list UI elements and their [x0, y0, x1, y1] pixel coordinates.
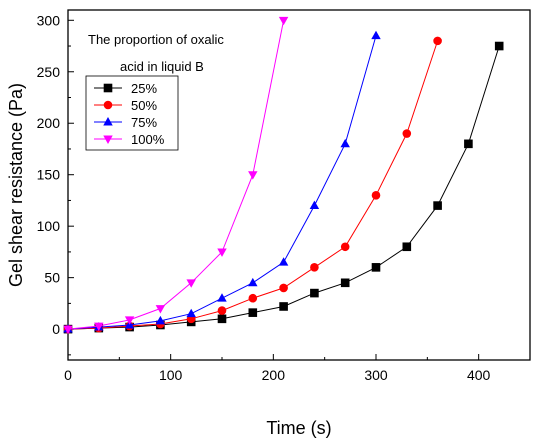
legend-marker — [103, 135, 113, 144]
data-point — [340, 138, 350, 148]
legend-label: 75% — [131, 115, 157, 130]
data-point — [310, 263, 319, 272]
data-point — [63, 325, 73, 335]
series-100pct — [63, 16, 289, 335]
data-point — [340, 242, 350, 252]
y-tick-label: 300 — [37, 12, 61, 28]
x-tick-label: 300 — [364, 367, 388, 383]
legend-title-line-1: The proportion of oxalic — [88, 32, 224, 47]
legend: The proportion of oxalic acid in liquid … — [85, 32, 224, 151]
data-point — [217, 306, 227, 315]
series-layer — [63, 16, 504, 335]
y-tick-label: 0 — [52, 321, 60, 337]
data-point — [94, 322, 104, 331]
data-point — [279, 283, 288, 293]
y-tick-label: 200 — [37, 115, 61, 131]
legend-marker — [103, 100, 113, 110]
data-point — [279, 302, 288, 311]
x-tick-label: 0 — [64, 367, 72, 383]
y-tick-label: 250 — [37, 64, 61, 80]
y-axis-title: Gel shear resistance (Pa) — [6, 83, 26, 287]
y-tick-label: 100 — [37, 218, 61, 234]
data-point — [309, 200, 320, 210]
legend-marker — [103, 117, 113, 126]
legend-marker — [103, 83, 113, 93]
x-tick-label: 200 — [262, 367, 286, 383]
data-point — [278, 257, 289, 266]
axes-layer: 0 100 200 300 400 0 50 100 150 200 250 300 — [37, 12, 531, 383]
data-point — [155, 315, 166, 325]
legend-label: 50% — [131, 98, 157, 113]
data-point — [310, 288, 319, 298]
data-point — [371, 263, 381, 272]
data-point — [433, 36, 442, 46]
data-point — [248, 277, 258, 287]
series-line — [67, 20, 285, 330]
y-tick-label: 150 — [37, 167, 61, 183]
x-axis-title: Time (s) — [266, 418, 331, 438]
data-point — [217, 314, 227, 324]
data-point — [371, 190, 381, 200]
data-point — [402, 129, 412, 138]
data-point — [494, 41, 504, 51]
data-point — [186, 308, 196, 318]
data-point — [217, 248, 227, 257]
data-point — [340, 278, 350, 288]
data-point — [124, 316, 135, 325]
data-point — [248, 308, 258, 317]
y-tick-label: 50 — [44, 270, 60, 286]
legend-title-line-2: acid in liquid B — [120, 59, 204, 74]
data-point — [186, 279, 196, 288]
data-point — [433, 201, 442, 210]
plot-frame — [67, 9, 531, 361]
data-point — [248, 293, 258, 303]
data-point — [248, 171, 258, 180]
x-tick-label: 400 — [467, 367, 491, 383]
x-tick-label: 100 — [159, 367, 183, 383]
data-point — [371, 30, 381, 40]
data-point — [402, 242, 412, 252]
legend-label: 100% — [131, 132, 165, 147]
legend-label: 25% — [131, 81, 157, 96]
data-point — [464, 139, 473, 149]
data-point — [217, 293, 227, 302]
data-point — [155, 305, 166, 314]
data-point — [278, 16, 289, 26]
